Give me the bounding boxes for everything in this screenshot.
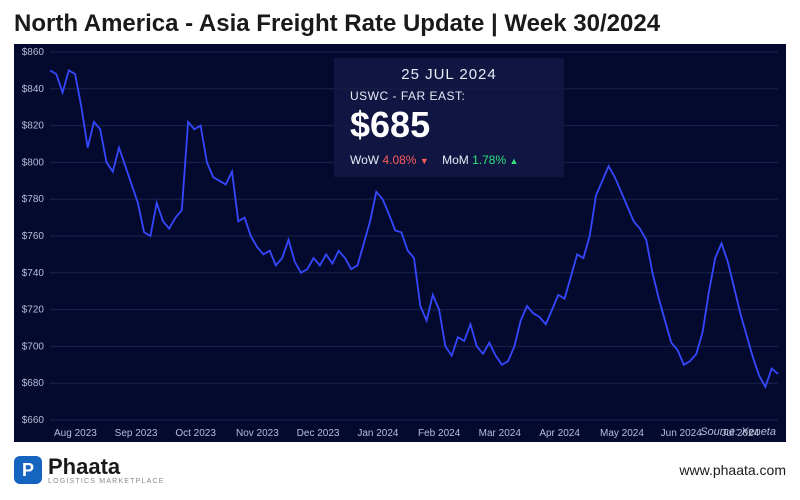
svg-text:Jun 2024: Jun 2024 [661, 428, 703, 439]
svg-text:$720: $720 [22, 305, 45, 316]
mom-label: MoM [442, 153, 469, 167]
source-label: Source: Xeneta [700, 426, 776, 438]
svg-text:Oct 2023: Oct 2023 [175, 428, 216, 439]
svg-text:Apr 2024: Apr 2024 [539, 428, 580, 439]
wow-label: WoW [350, 153, 379, 167]
svg-text:Dec 2023: Dec 2023 [297, 428, 340, 439]
svg-text:$780: $780 [22, 194, 45, 205]
arrow-up-icon: ▲ [509, 156, 518, 166]
logo-name: Phaata [48, 456, 165, 478]
svg-text:Aug 2023: Aug 2023 [54, 428, 97, 439]
svg-text:$800: $800 [22, 157, 45, 168]
logo-mark-icon: P [14, 456, 42, 484]
svg-text:Jan 2024: Jan 2024 [357, 428, 399, 439]
svg-text:$760: $760 [22, 231, 45, 242]
tooltip-deltas: WoW 4.08% ▼ MoM 1.78% ▲ [350, 153, 548, 167]
svg-text:$700: $700 [22, 341, 45, 352]
svg-text:Sep 2023: Sep 2023 [115, 428, 158, 439]
svg-text:$740: $740 [22, 268, 45, 279]
tooltip-lane: USWC - FAR EAST: [350, 89, 548, 103]
svg-text:$660: $660 [22, 415, 45, 426]
brand-logo: P Phaata Logistics Marketplace [14, 456, 165, 485]
svg-text:Nov 2023: Nov 2023 [236, 428, 279, 439]
svg-text:$860: $860 [22, 47, 45, 58]
logo-tagline: Logistics Marketplace [48, 478, 165, 485]
site-url: www.phaata.com [679, 462, 786, 478]
freight-rate-chart: $660 $680 $700 $720 $740 $760 $780 $800 $820 $840… [14, 44, 786, 442]
wow-value: 4.08% ▼ [382, 153, 428, 167]
arrow-down-icon: ▼ [420, 156, 429, 166]
tooltip-date: 25 JUL 2024 [350, 66, 548, 83]
svg-text:$820: $820 [22, 121, 45, 132]
tooltip-value: $685 [350, 105, 548, 145]
svg-text:$840: $840 [22, 84, 45, 95]
footer: P Phaata Logistics Marketplace www.phaat… [0, 442, 800, 490]
price-tooltip: 25 JUL 2024 USWC - FAR EAST: $685 WoW 4.… [334, 58, 564, 177]
svg-text:$680: $680 [22, 378, 45, 389]
svg-text:Mar 2024: Mar 2024 [479, 428, 522, 439]
svg-text:Feb 2024: Feb 2024 [418, 428, 461, 439]
mom-value: 1.78% ▲ [472, 153, 518, 167]
svg-text:May 2024: May 2024 [600, 428, 644, 439]
page-title: North America - Asia Freight Rate Update… [0, 0, 800, 44]
